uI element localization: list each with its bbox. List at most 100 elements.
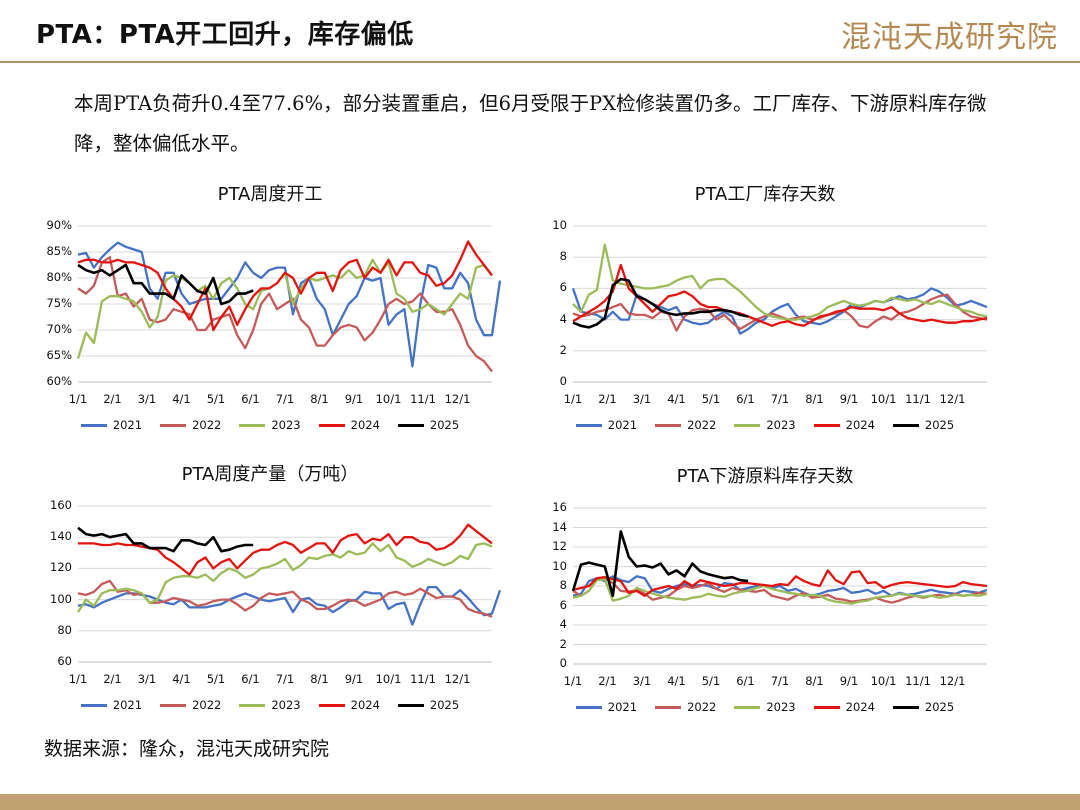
series-line-2024 — [77, 240, 493, 332]
legend-item-2022: 2022 — [655, 418, 716, 432]
y-tick-label: 85% — [46, 244, 72, 258]
legend-item-2021: 2021 — [575, 700, 637, 714]
x-tick-label: 8/1 — [805, 392, 824, 406]
legend-swatch — [813, 705, 840, 709]
legend-label: 2023 — [271, 418, 301, 432]
y-tick-label: 4 — [559, 311, 567, 326]
x-tick-label: 12/1 — [444, 392, 471, 406]
data-source-note: 数据来源：隆众，混沌天成研究院 — [44, 738, 330, 760]
legend-item-2022: 2022 — [655, 700, 716, 714]
series-line-2025 — [572, 277, 749, 329]
legend-label: 2025 — [429, 698, 460, 712]
legend-label: 2021 — [112, 418, 143, 432]
y-tick-label: 160 — [50, 498, 72, 512]
y-tick-label: 75% — [46, 296, 72, 310]
legend-swatch — [239, 423, 266, 427]
x-tick-label: 12/1 — [444, 672, 471, 686]
x-tick-label: 10/1 — [375, 672, 402, 686]
series-line-2025 — [77, 526, 254, 553]
y-tick-label: 65% — [46, 348, 72, 362]
series-line-2024 — [78, 523, 493, 576]
x-tick-label: 5/1 — [701, 674, 721, 688]
x-tick-label: 4/1 — [172, 392, 191, 406]
chart-plot — [77, 505, 502, 663]
x-tick-label: 4/1 — [667, 674, 686, 688]
legend-swatch — [892, 705, 919, 709]
footer-bar — [0, 794, 1080, 810]
legend-label: 2021 — [112, 698, 143, 712]
series-line-2022 — [77, 256, 493, 373]
legend-swatch — [813, 423, 840, 427]
legend-label: 2023 — [766, 700, 796, 714]
y-tick-label: 90% — [46, 218, 72, 232]
series-line-2021 — [572, 575, 988, 597]
legend-item-2025: 2025 — [892, 418, 954, 432]
series-line-2023 — [572, 578, 988, 605]
legend-label: 2022 — [192, 698, 222, 712]
legend-swatch — [397, 423, 424, 427]
x-tick-label: 2/1 — [103, 392, 122, 406]
legend-swatch — [892, 423, 919, 427]
y-tick-label: 6 — [559, 597, 567, 612]
x-tick-label: 6/1 — [736, 392, 755, 406]
legend-item-2024: 2024 — [813, 700, 875, 714]
legend-item-2023: 2023 — [239, 418, 301, 432]
series-line-2025 — [77, 263, 254, 306]
y-tick-label: 2 — [559, 342, 567, 357]
chart-pta-operating-rate: PTA周度开工 90% 85% 80% 75% 70% 65% 60% 1/1 2/1 3/1 4/1… — [30, 180, 510, 450]
chart-title: PTA周度开工 — [217, 184, 323, 205]
series-line-2021 — [77, 585, 502, 626]
x-tick-label: 7/1 — [275, 392, 295, 406]
chart-title: PTA工厂库存天数 — [694, 184, 836, 205]
x-tick-label: 4/1 — [667, 392, 686, 406]
legend-swatch — [80, 703, 107, 707]
legend-item-2021: 2021 — [80, 418, 143, 432]
y-tick-label: 80 — [57, 622, 72, 637]
x-tick-label: 1/1 — [68, 672, 88, 686]
y-tick-label: 8 — [559, 249, 567, 264]
y-tick-label: 140 — [50, 529, 72, 544]
x-tick-label: 6/1 — [241, 672, 260, 686]
series-line-2024 — [572, 569, 988, 597]
x-tick-label: 6/1 — [736, 674, 755, 688]
legend-label: 2024 — [845, 700, 875, 714]
chart-pta-downstream-inventory: PTA下游原料库存天数 16 14 12 10 8 6 4 2 0 1/1 2/1 3/1 4/1 5/1 6… — [525, 462, 1005, 732]
x-tick-label: 2/1 — [103, 672, 122, 686]
x-tick-label: 8/1 — [310, 672, 329, 686]
legend-item-2023: 2023 — [734, 418, 796, 432]
legend-label: 2025 — [429, 418, 460, 432]
chart-legend: 2021 2022 2023 2024 2025 — [525, 700, 1005, 714]
y-tick-label: 16 — [552, 500, 567, 514]
x-tick-label: 11/1 — [905, 392, 931, 406]
legend-label: 2022 — [687, 700, 717, 714]
x-tick-label: 2/1 — [598, 674, 617, 688]
y-tick-label: 12 — [552, 539, 567, 553]
x-tick-label: 5/1 — [206, 672, 226, 686]
y-tick-label: 2 — [559, 636, 567, 651]
x-tick-label: 8/1 — [310, 392, 329, 406]
legend-label: 2022 — [687, 418, 717, 432]
x-tick-label: 3/1 — [137, 392, 157, 406]
x-tick-label: 9/1 — [839, 392, 859, 406]
x-tick-label: 3/1 — [137, 672, 157, 686]
legend-swatch — [655, 423, 682, 427]
legend-item-2025: 2025 — [397, 418, 460, 432]
legend-label: 2024 — [350, 418, 380, 432]
x-tick-label: 4/1 — [172, 672, 191, 686]
legend-item-2023: 2023 — [239, 698, 301, 712]
legend-swatch — [160, 423, 187, 427]
header-divider — [0, 61, 1080, 63]
legend-swatch — [318, 423, 345, 427]
y-tick-label: 4 — [559, 617, 567, 631]
brand-logo: 混沌天成研究院 — [841, 20, 1058, 55]
series-line-2022 — [572, 293, 988, 332]
legend-swatch — [318, 703, 345, 707]
chart-title: PTA下游原料库存天数 — [676, 466, 854, 487]
x-tick-label: 12/1 — [939, 392, 966, 406]
y-tick-label: 60 — [57, 654, 72, 668]
x-tick-label: 5/1 — [701, 392, 721, 406]
chart-legend: 2021 2022 2023 2024 2025 — [525, 418, 1005, 432]
y-tick-label: 10 — [552, 218, 567, 232]
legend-swatch — [80, 423, 107, 427]
y-tick-label: 70% — [46, 322, 72, 336]
